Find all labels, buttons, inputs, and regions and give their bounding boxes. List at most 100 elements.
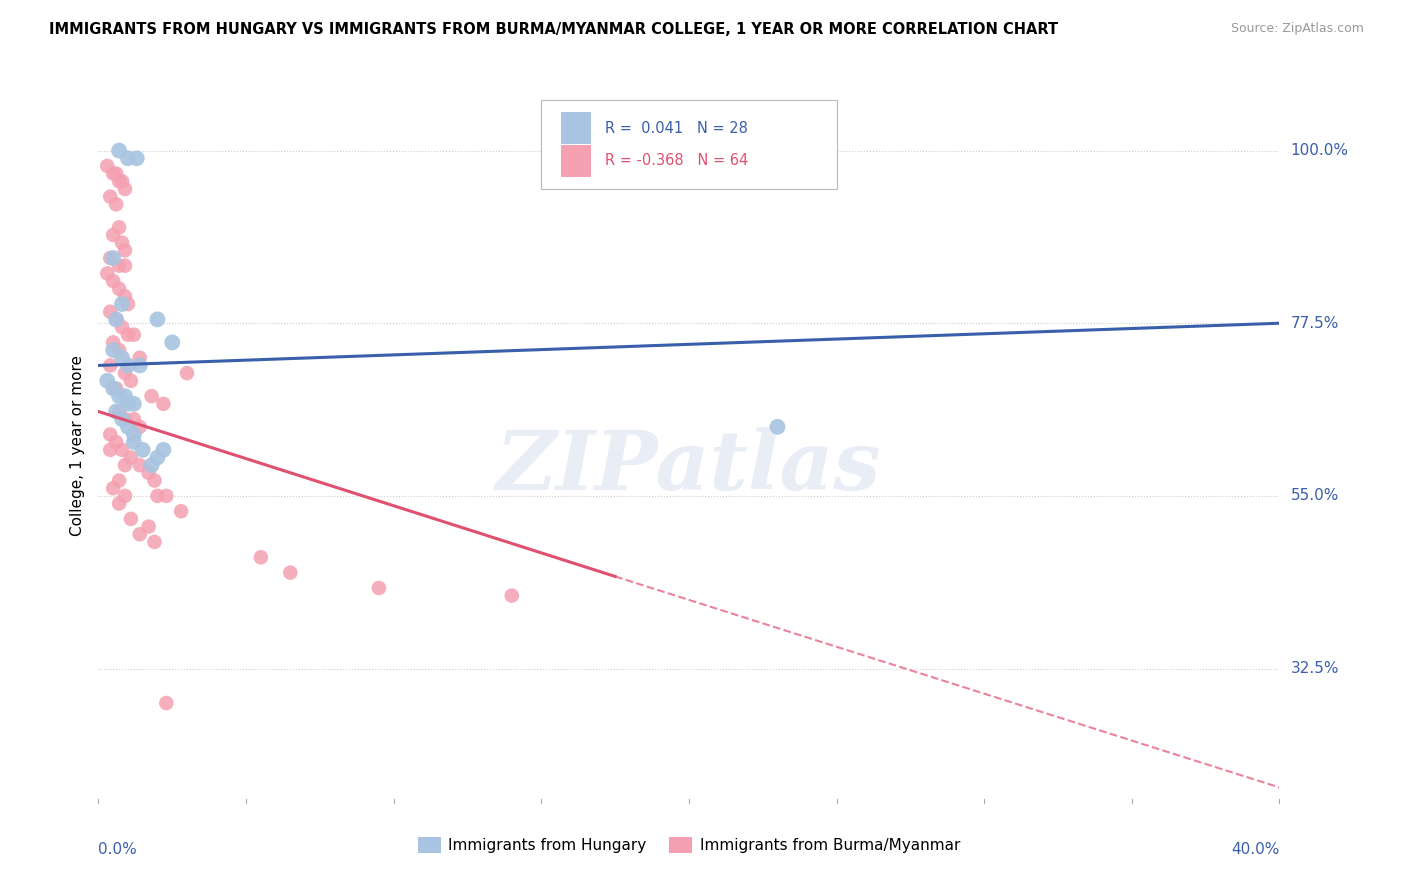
Point	[111, 320, 134, 334]
Point	[122, 435, 145, 450]
Text: R = -0.368   N = 64: R = -0.368 N = 64	[605, 153, 748, 169]
Point	[103, 381, 125, 395]
Point	[111, 297, 134, 311]
Point	[108, 174, 131, 188]
Point	[176, 366, 198, 380]
Point	[128, 458, 150, 473]
Point	[122, 327, 145, 342]
Point	[103, 251, 125, 265]
Text: Source: ZipAtlas.com: Source: ZipAtlas.com	[1230, 22, 1364, 36]
Point	[98, 251, 121, 265]
Point	[105, 167, 128, 181]
Point	[103, 167, 125, 181]
Point	[111, 174, 134, 188]
Point	[103, 227, 125, 242]
Point	[103, 343, 125, 357]
Point	[108, 343, 131, 357]
Point	[128, 419, 150, 434]
Point	[96, 266, 118, 280]
Point	[152, 397, 174, 411]
Point	[103, 274, 125, 288]
Point	[114, 259, 136, 273]
Point	[114, 412, 136, 426]
Point	[105, 381, 128, 395]
Text: IMMIGRANTS FROM HUNGARY VS IMMIGRANTS FROM BURMA/MYANMAR COLLEGE, 1 YEAR OR MORE: IMMIGRANTS FROM HUNGARY VS IMMIGRANTS FR…	[49, 22, 1059, 37]
Point	[122, 397, 145, 411]
Point	[111, 351, 134, 365]
Point	[155, 489, 177, 503]
Point	[117, 397, 139, 411]
Point	[98, 427, 121, 442]
Point	[108, 282, 131, 296]
Point	[117, 327, 139, 342]
Point	[98, 359, 121, 373]
Point	[114, 458, 136, 473]
Point	[117, 359, 139, 373]
Point	[108, 389, 131, 403]
Point	[125, 151, 148, 165]
Point	[122, 427, 145, 442]
Point	[108, 220, 131, 235]
Point	[105, 312, 128, 326]
Point	[368, 581, 391, 595]
Point	[117, 419, 139, 434]
Point	[111, 412, 134, 426]
Point	[280, 566, 302, 580]
Bar	[561, 145, 591, 177]
Point	[138, 466, 160, 480]
Point	[111, 442, 134, 457]
Point	[138, 519, 160, 533]
Point	[141, 458, 163, 473]
Point	[162, 335, 183, 350]
Text: ZIPatlas: ZIPatlas	[496, 427, 882, 508]
Text: R =  0.041   N = 28: R = 0.041 N = 28	[605, 120, 748, 136]
Point	[128, 359, 150, 373]
Point	[122, 412, 145, 426]
Point	[146, 489, 169, 503]
Text: 77.5%: 77.5%	[1291, 316, 1339, 331]
Point	[114, 389, 136, 403]
Point	[143, 474, 166, 488]
Point	[141, 389, 163, 403]
Point	[120, 374, 142, 388]
Point	[96, 374, 118, 388]
Point	[103, 335, 125, 350]
Legend: Immigrants from Hungary, Immigrants from Burma/Myanmar: Immigrants from Hungary, Immigrants from…	[412, 831, 966, 859]
Point	[114, 366, 136, 380]
Text: 40.0%: 40.0%	[1232, 842, 1279, 856]
Point	[132, 442, 155, 457]
Point	[114, 182, 136, 196]
Point	[98, 442, 121, 457]
Y-axis label: College, 1 year or more: College, 1 year or more	[69, 356, 84, 536]
Point	[108, 497, 131, 511]
Point	[96, 159, 118, 173]
Point	[105, 404, 128, 418]
Point	[108, 404, 131, 418]
Text: 0.0%: 0.0%	[98, 842, 138, 856]
Point	[98, 304, 121, 318]
Point	[111, 235, 134, 250]
Point	[120, 512, 142, 526]
Point	[108, 474, 131, 488]
Point	[143, 535, 166, 549]
Point	[108, 144, 131, 158]
Text: 100.0%: 100.0%	[1291, 143, 1348, 158]
Point	[117, 297, 139, 311]
Point	[114, 289, 136, 303]
FancyBboxPatch shape	[541, 100, 837, 189]
Point	[120, 450, 142, 465]
Point	[501, 589, 523, 603]
Point	[170, 504, 193, 518]
Point	[766, 419, 789, 434]
Point	[114, 489, 136, 503]
Point	[114, 244, 136, 258]
Point	[108, 259, 131, 273]
Point	[105, 435, 128, 450]
Point	[146, 312, 169, 326]
Point	[152, 442, 174, 457]
Point	[250, 550, 273, 565]
Point	[105, 197, 128, 211]
Point	[128, 351, 150, 365]
Bar	[561, 112, 591, 145]
Point	[103, 481, 125, 495]
